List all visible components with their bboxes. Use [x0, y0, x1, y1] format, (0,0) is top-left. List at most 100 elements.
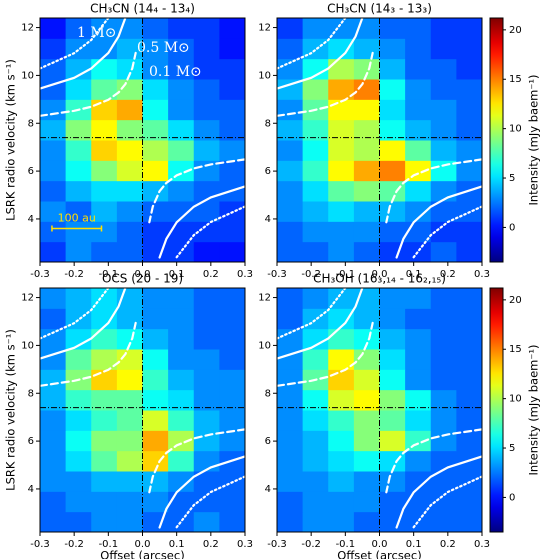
model-curve: [385, 158, 482, 224]
panel-title: OCS (20 - 19): [102, 272, 183, 286]
model-curve: [277, 288, 347, 340]
heatmap-cell: [430, 119, 457, 141]
heatmap-cell: [168, 201, 195, 222]
heatmap-cell: [193, 369, 220, 391]
heatmap-cell: [456, 18, 482, 39]
heatmap-cell: [405, 369, 432, 391]
mass-label: 1 M⊙: [77, 25, 116, 41]
heatmap-cell: [116, 201, 143, 222]
model-curve: [158, 455, 245, 529]
y-tick-label: 12: [258, 23, 271, 34]
heatmap-cell: [277, 308, 304, 330]
heatmap-cell: [405, 308, 432, 330]
y-tick-label: 6: [28, 166, 34, 177]
model-curve: [412, 475, 482, 529]
heatmap-cell: [456, 430, 482, 452]
heatmap-cell: [430, 308, 457, 330]
heatmap-cell: [40, 369, 67, 391]
heatmap-cell: [405, 450, 432, 472]
heatmap-cell: [142, 18, 169, 39]
heatmap-cell: [91, 308, 118, 330]
heatmap-cell: [91, 79, 118, 100]
heatmap-cell: [168, 99, 195, 121]
heatmap-cell: [328, 241, 355, 262]
heatmap-cell: [430, 221, 457, 243]
y-tick-label: 4: [28, 484, 34, 495]
heatmap-cell: [456, 511, 482, 532]
heatmap-cell: [65, 491, 92, 513]
heatmap-cell: [430, 349, 457, 370]
heatmap-cell: [65, 180, 92, 202]
heatmap-cell: [142, 450, 169, 472]
colorbar-tick-label: 20: [509, 25, 522, 36]
heatmap-cell: [430, 471, 457, 492]
heatmap-cell: [219, 58, 245, 80]
heatmap-cell: [328, 410, 355, 431]
heatmap-cell: [168, 288, 195, 309]
heatmap-cell: [379, 511, 406, 532]
heatmap-cell: [219, 511, 245, 532]
heatmap-cell: [40, 450, 67, 472]
heatmap-cell: [302, 288, 329, 309]
heatmap-cell: [328, 38, 355, 60]
heatmap-cell: [302, 389, 329, 411]
x-tick-label: -0.1: [99, 539, 119, 550]
x-tick-label: 0.1: [406, 539, 422, 550]
heatmap-cell: [91, 430, 118, 452]
heatmap-cell: [302, 328, 329, 350]
heatmap-cell: [353, 349, 380, 370]
heatmap-cell: [277, 328, 304, 350]
heatmap-cell: [277, 99, 304, 121]
x-tick-label: 0.1: [169, 269, 185, 280]
x-tick-label: -0.3: [267, 539, 287, 550]
heatmap-cell: [328, 450, 355, 472]
heatmap-cell: [328, 511, 355, 532]
heatmap-cell: [168, 410, 195, 431]
heatmap-cell: [91, 328, 118, 350]
heatmap-cell: [277, 241, 304, 262]
heatmap-cell: [379, 160, 406, 182]
heatmap-cell: [277, 18, 304, 39]
heatmap-cell: [405, 140, 432, 161]
heatmap-cell: [328, 328, 355, 350]
heatmap-cell: [142, 471, 169, 492]
heatmap-cell: [353, 491, 380, 513]
heatmap-cell: [456, 328, 482, 350]
heatmap-cell: [40, 511, 67, 532]
scale-bar-label: 100 au: [58, 212, 96, 225]
heatmap-cell: [219, 389, 245, 411]
heatmap-cell: [277, 450, 304, 472]
heatmap-cell: [219, 79, 245, 100]
heatmap-cell: [40, 389, 67, 411]
heatmap-cell: [379, 180, 406, 202]
heatmap-cell: [379, 369, 406, 391]
y-tick-label: 10: [258, 340, 271, 351]
heatmap-cell: [91, 180, 118, 202]
heatmap-cell: [116, 58, 143, 80]
heatmap-cell: [219, 349, 245, 370]
heatmap-cell: [353, 140, 380, 161]
heatmap-cell: [40, 79, 67, 100]
colorbar-tick-label: 20: [509, 295, 522, 306]
heatmap-cell: [168, 79, 195, 100]
panel-title: CH₃CN (14₄ - 13₄): [90, 2, 195, 16]
heatmap-cell: [302, 180, 329, 202]
heatmap-cell: [430, 58, 457, 80]
colorbar-tick-label: 10: [509, 394, 522, 405]
heatmap-cell: [116, 471, 143, 492]
heatmap-cell: [142, 511, 169, 532]
heatmap-cell: [219, 288, 245, 309]
heatmap-cell: [328, 491, 355, 513]
heatmap-cell: [430, 241, 457, 262]
heatmap-cell: [302, 140, 329, 161]
heatmap-cell: [40, 491, 67, 513]
colorbar-label: Intensity (mJy baem⁻¹): [527, 74, 541, 205]
heatmap-cell: [430, 99, 457, 121]
heatmap-cell: [142, 328, 169, 350]
heatmap-cell: [116, 389, 143, 411]
heatmap-cell: [65, 471, 92, 492]
heatmap-cell: [302, 119, 329, 141]
colorbar-tick-label: 5: [509, 443, 515, 454]
heatmap-cell: [142, 389, 169, 411]
heatmap-cell: [168, 450, 195, 472]
